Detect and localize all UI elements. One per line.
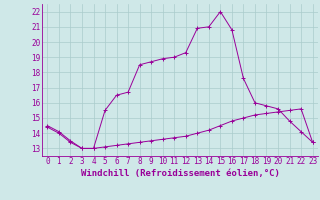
X-axis label: Windchill (Refroidissement éolien,°C): Windchill (Refroidissement éolien,°C) (81, 169, 279, 178)
